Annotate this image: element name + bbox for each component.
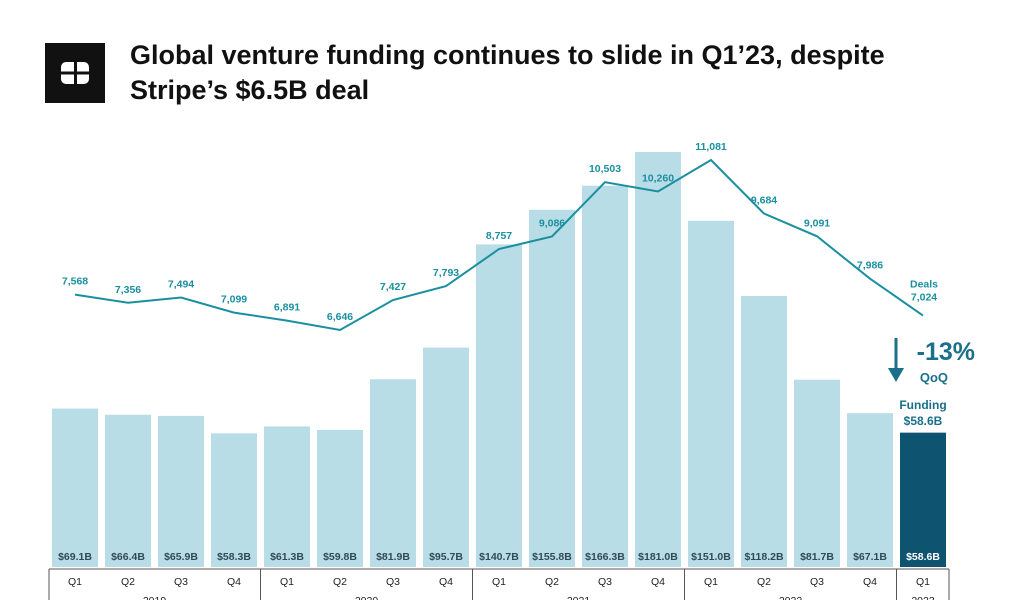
funding-bar bbox=[582, 185, 628, 568]
funding-bar bbox=[794, 379, 840, 567]
deals-value-label: 11,081 bbox=[695, 141, 727, 153]
x-tick-label: Q4 bbox=[863, 576, 877, 588]
funding-value-label: $65.9B bbox=[164, 551, 198, 563]
x-tick-label: Q4 bbox=[227, 576, 241, 588]
x-tick-label: Q3 bbox=[386, 576, 400, 588]
deals-value-label: 10,503 bbox=[589, 163, 621, 175]
funding-bar bbox=[741, 295, 787, 567]
deals-value-label: 7,427 bbox=[380, 281, 406, 293]
x-tick-label: Q3 bbox=[810, 576, 824, 588]
funding-value-label: $66.4B bbox=[111, 551, 145, 563]
deals-value-label: 7,024 bbox=[911, 292, 937, 304]
funding-latest-value: $58.6B bbox=[904, 414, 943, 428]
funding-value-label: $67.1B bbox=[853, 551, 887, 563]
deals-series-label: Deals bbox=[910, 279, 938, 291]
deals-value-label: 6,646 bbox=[327, 311, 353, 323]
deals-value-label: 6,891 bbox=[274, 302, 300, 314]
deals-line bbox=[74, 158, 924, 332]
change-value: -13% bbox=[917, 338, 975, 366]
funding-value-label: $58.6B bbox=[906, 551, 940, 563]
change-label: QoQ bbox=[920, 370, 948, 385]
x-tick-label: Q1 bbox=[916, 576, 930, 588]
x-tick-label: Q4 bbox=[651, 576, 665, 588]
funding-value-label: $155.8B bbox=[532, 551, 572, 563]
deals-value-label: 8,757 bbox=[486, 230, 512, 242]
funding-bar bbox=[264, 426, 310, 567]
funding-bar bbox=[529, 209, 575, 568]
x-tick-label: Q1 bbox=[704, 576, 718, 588]
funding-value-label: $166.3B bbox=[585, 551, 625, 563]
x-group-label: 2021 bbox=[567, 595, 591, 600]
x-group-label: 2019 bbox=[143, 595, 167, 600]
funding-value-label: $95.7B bbox=[429, 551, 463, 563]
funding-label: Funding bbox=[899, 398, 946, 412]
x-group-label: 2020 bbox=[355, 595, 379, 600]
deals-value-label: 9,684 bbox=[751, 195, 777, 207]
funding-bar bbox=[423, 347, 469, 567]
deals-value-label: 10,260 bbox=[642, 172, 674, 184]
x-group-label: 2022 bbox=[779, 595, 803, 600]
deals-value-label: 7,356 bbox=[115, 284, 141, 296]
funding-bar bbox=[688, 220, 734, 567]
deals-value-label: 7,986 bbox=[857, 260, 883, 272]
funding-bar bbox=[476, 244, 522, 567]
funding-value-label: $81.7B bbox=[800, 551, 834, 563]
deals-value-label: 9,091 bbox=[804, 217, 830, 229]
x-group-label: 2023 bbox=[911, 595, 935, 600]
logo-icon bbox=[61, 62, 89, 84]
deals-value-label: 7,793 bbox=[433, 267, 459, 279]
x-tick-label: Q1 bbox=[492, 576, 506, 588]
logo bbox=[45, 43, 105, 103]
x-tick-label: Q2 bbox=[757, 576, 771, 588]
funding-value-label: $181.0B bbox=[638, 551, 678, 563]
funding-bar bbox=[635, 152, 681, 567]
funding-value-label: $140.7B bbox=[479, 551, 519, 563]
x-tick-label: Q1 bbox=[68, 576, 82, 588]
x-tick-label: Q1 bbox=[280, 576, 294, 588]
down-arrow-head-icon bbox=[888, 368, 904, 382]
funding-value-label: $69.1B bbox=[58, 551, 92, 563]
x-tick-label: Q4 bbox=[439, 576, 453, 588]
funding-value-label: $81.9B bbox=[376, 551, 410, 563]
deals-value-label: 7,568 bbox=[62, 276, 88, 288]
funding-bar bbox=[52, 408, 98, 567]
funding-value-label: $61.3B bbox=[270, 551, 304, 563]
funding-bar bbox=[370, 379, 416, 567]
deals-value-label: 9,086 bbox=[539, 217, 565, 229]
x-tick-label: Q2 bbox=[121, 576, 135, 588]
x-tick-label: Q2 bbox=[333, 576, 347, 588]
x-tick-label: Q2 bbox=[545, 576, 559, 588]
funding-value-label: $58.3B bbox=[217, 551, 251, 563]
deals-value-label: 7,494 bbox=[168, 278, 194, 290]
chart-title: Global venture funding continues to slid… bbox=[130, 40, 885, 105]
funding-bar bbox=[317, 429, 363, 567]
deals-value-label: 7,099 bbox=[221, 294, 247, 306]
funding-bar bbox=[900, 432, 946, 567]
x-tick-label: Q3 bbox=[598, 576, 612, 588]
funding-bar bbox=[211, 433, 257, 567]
funding-bar bbox=[847, 413, 893, 567]
funding-bar bbox=[105, 414, 151, 567]
funding-bar bbox=[158, 415, 204, 567]
funding-value-label: $59.8B bbox=[323, 551, 357, 563]
x-tick-label: Q3 bbox=[174, 576, 188, 588]
funding-value-label: $151.0B bbox=[691, 551, 731, 563]
funding-value-label: $118.2B bbox=[744, 551, 784, 563]
